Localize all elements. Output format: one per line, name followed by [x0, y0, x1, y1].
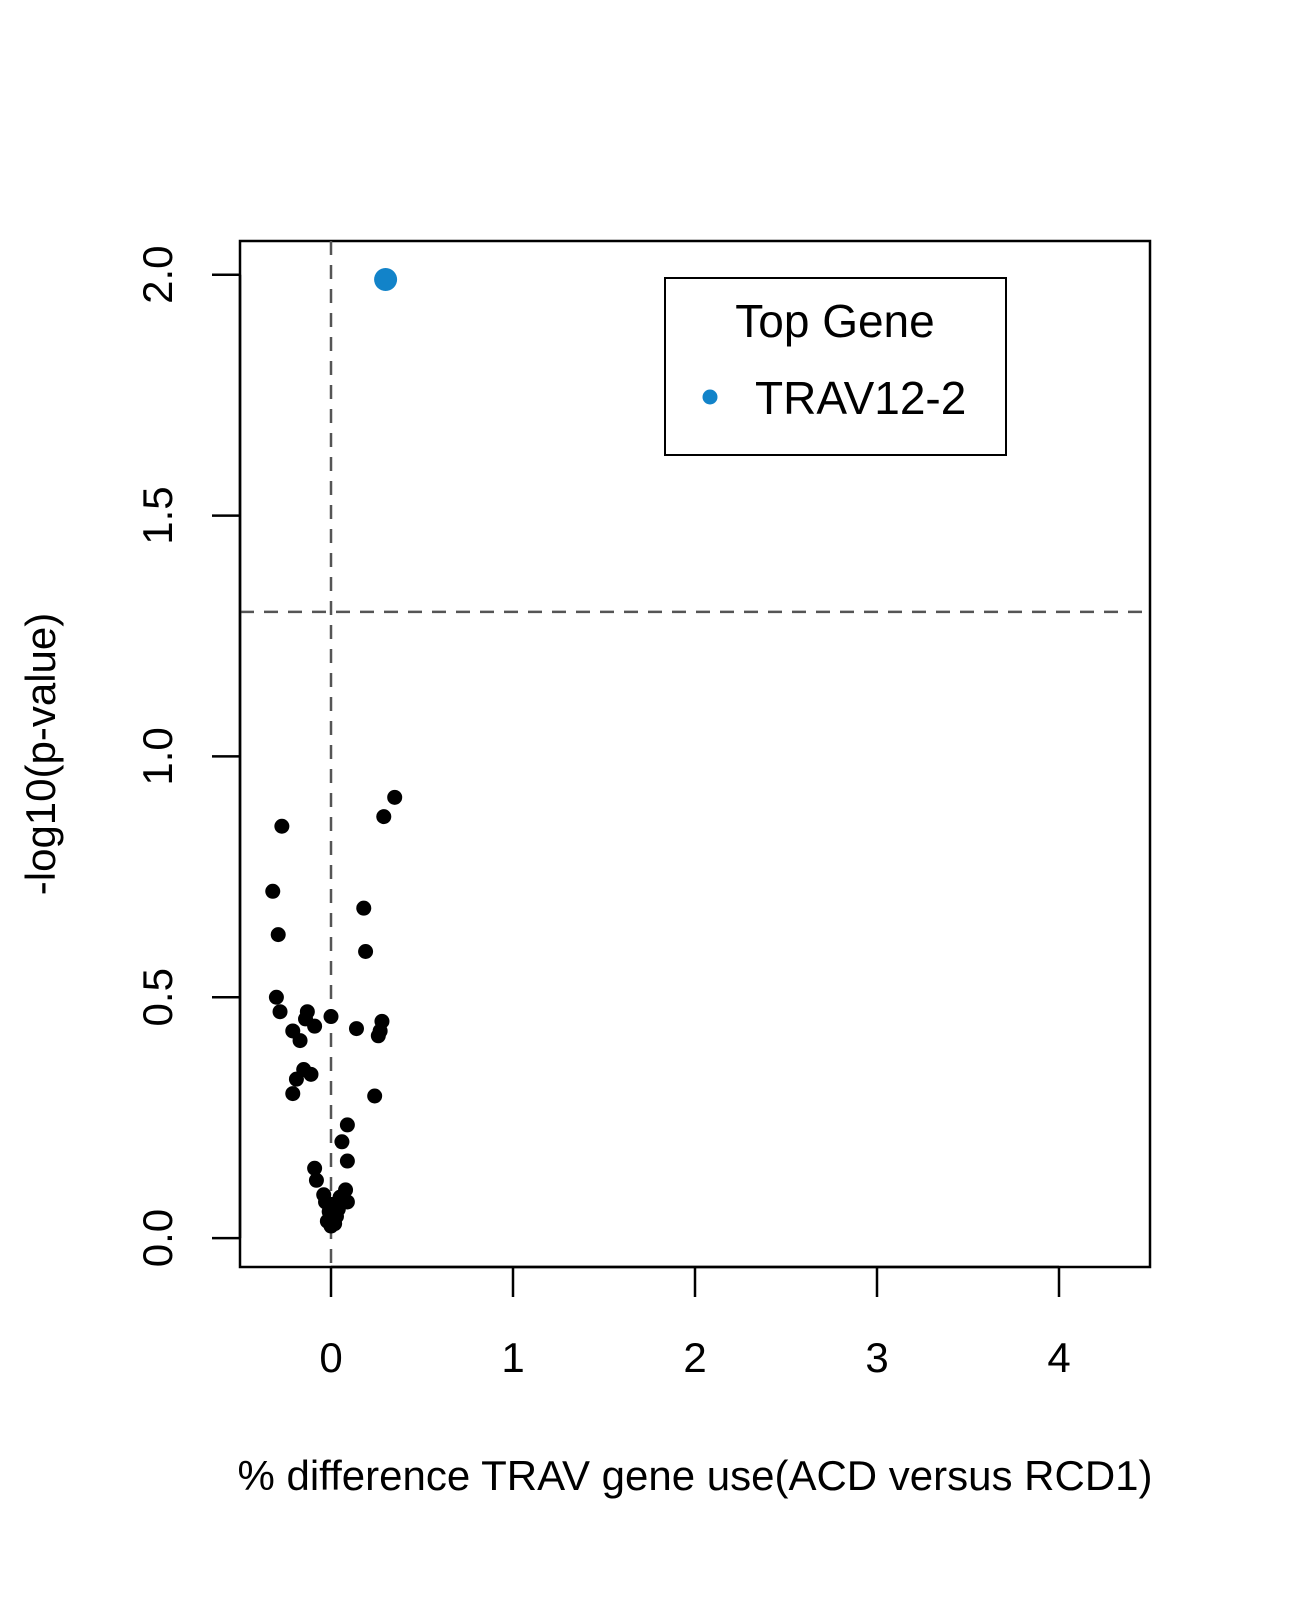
gene-point [348, 1021, 364, 1037]
x-tick-label: 3 [865, 1334, 888, 1381]
gene-point [327, 1216, 343, 1232]
y-tick-label: 1.0 [134, 727, 181, 785]
gene-point [358, 943, 374, 959]
x-tick-label: 1 [501, 1334, 524, 1381]
gene-point [323, 1009, 339, 1025]
gene-point [387, 789, 403, 805]
y-tick-label: 1.5 [134, 486, 181, 544]
gene-point [270, 927, 286, 943]
gene-point [303, 1066, 319, 1082]
gene-point [334, 1134, 350, 1150]
gene-point [370, 1028, 386, 1044]
y-tick-label: 2.0 [134, 246, 181, 304]
gene-point [339, 1153, 355, 1169]
x-axis: 0 1 2 3 4 [319, 1265, 1071, 1381]
legend-title: Top Gene [735, 295, 934, 347]
gene-point [288, 1071, 304, 1087]
legend-box [664, 277, 1007, 456]
gene-point [367, 1088, 383, 1104]
y-tick-label: 0.5 [134, 968, 181, 1026]
gene-point [285, 1086, 301, 1102]
x-tick-label: 2 [683, 1334, 706, 1381]
x-tick-label: 4 [1047, 1334, 1070, 1381]
gene-point [376, 809, 392, 825]
highlighted-gene-point [374, 268, 398, 292]
y-axis: 0.0 0.5 1.0 1.5 2.0 [134, 246, 242, 1267]
y-tick-label: 0.0 [134, 1209, 181, 1267]
gene-point [356, 900, 372, 916]
x-tick-label: 0 [319, 1334, 342, 1381]
legend-entry-label: TRAV12-2 [755, 372, 966, 424]
data-points [265, 268, 403, 1234]
legend: Top Gene TRAV12-2 [664, 277, 1007, 456]
gene-point [274, 818, 290, 834]
y-axis-label: -log10(p-value) [17, 613, 64, 895]
gene-point [339, 1117, 355, 1133]
x-axis-label: % difference TRAV gene use(ACD versus RC… [237, 1452, 1152, 1499]
legend-marker [702, 389, 718, 405]
gene-point [307, 1160, 323, 1176]
gene-point [308, 1172, 324, 1188]
gene-point [307, 1018, 323, 1034]
gene-point [265, 883, 281, 899]
gene-point [272, 1004, 288, 1020]
gene-point [268, 989, 284, 1005]
gene-point [292, 1033, 308, 1049]
